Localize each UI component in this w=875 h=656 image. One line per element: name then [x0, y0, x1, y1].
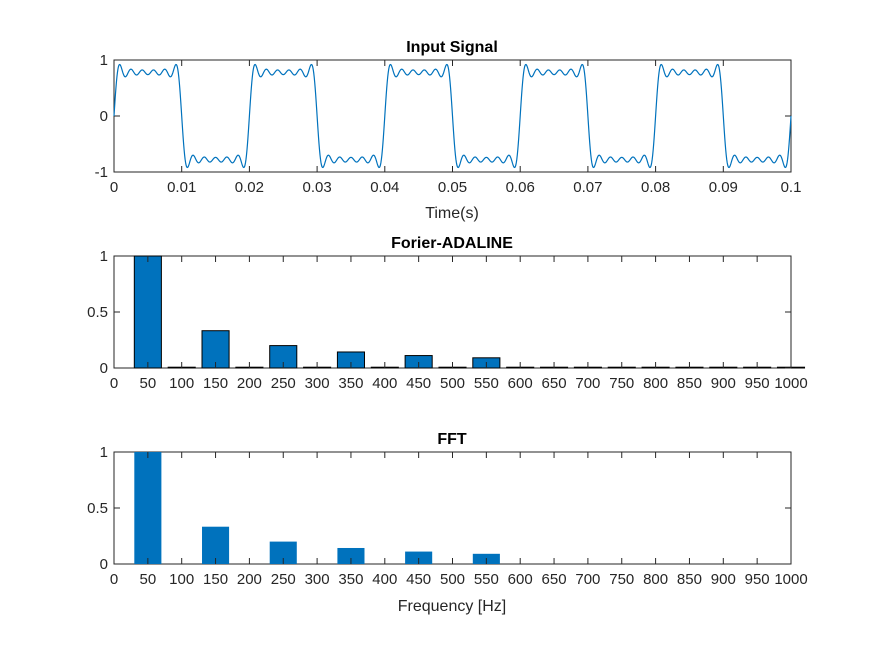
x-tick-label: 100	[169, 375, 194, 392]
x-tick-label: 650	[542, 571, 567, 588]
x-tick-label: 50	[140, 375, 157, 392]
y-tick-label: 0	[100, 556, 108, 573]
x-tick-label: 0.07	[573, 179, 602, 196]
x-tick-label: 0.02	[235, 179, 264, 196]
adaline-title: Forier-ADALINE	[391, 235, 513, 252]
x-tick-label: 600	[508, 571, 533, 588]
x-tick-label: 400	[372, 571, 397, 588]
y-tick-label: 1	[100, 248, 108, 265]
x-tick-label: 950	[745, 571, 770, 588]
y-tick-label: 0	[100, 108, 108, 125]
x-tick-label: 500	[440, 571, 465, 588]
fft-title: FFT	[437, 431, 467, 448]
x-tick-label: 450	[406, 571, 431, 588]
x-tick-label: 0	[110, 571, 118, 588]
adaline-bar	[201, 330, 230, 369]
x-tick-label: 550	[474, 375, 499, 392]
x-tick-label: 950	[745, 375, 770, 392]
adaline-bar	[133, 255, 162, 369]
fft-bar	[269, 541, 297, 564]
x-tick-label: 300	[305, 571, 330, 588]
x-tick-label: 600	[508, 375, 533, 392]
fft-axes: FFT Frequency [Hz] 0 50 100 150 200 250 300 350…	[87, 431, 808, 615]
x-tick-label: 400	[372, 375, 397, 392]
x-tick-label: 300	[305, 375, 330, 392]
x-tick-label: 50	[140, 571, 157, 588]
fft-bar	[337, 547, 365, 564]
x-tick-label: 200	[237, 571, 262, 588]
x-tick-label: 0.01	[167, 179, 196, 196]
y-tick-label: 1	[100, 52, 108, 69]
adaline-axes: Forier-ADALINE 0 50 100 150 200 250 300 350 400 4…	[87, 235, 808, 392]
x-tick-label: 0.04	[370, 179, 399, 196]
x-tick-label: 200	[237, 375, 262, 392]
x-tick-label: 850	[677, 571, 702, 588]
x-tick-label: 700	[575, 375, 600, 392]
x-tick-label: 750	[609, 375, 634, 392]
x-tick-label: 0.08	[641, 179, 670, 196]
x-tick-label: 150	[203, 571, 228, 588]
fft-bar	[405, 551, 433, 564]
y-tick-label: 1	[100, 444, 108, 461]
x-tick-label: 900	[711, 571, 736, 588]
x-tick-label: 0.09	[709, 179, 738, 196]
x-tick-label: 850	[677, 375, 702, 392]
x-tick-label: 0.03	[302, 179, 331, 196]
x-tick-label: 1000	[774, 375, 807, 392]
x-tick-label: 800	[643, 571, 668, 588]
fft-bar	[134, 452, 162, 564]
x-tick-label: 700	[575, 571, 600, 588]
y-tick-label: 0	[100, 360, 108, 377]
input-signal-line	[113, 63, 792, 169]
x-tick-label: 0	[110, 179, 118, 196]
x-tick-label: 250	[271, 571, 296, 588]
x-tick-label: 650	[542, 375, 567, 392]
x-tick-label: 500	[440, 375, 465, 392]
x-tick-label: 150	[203, 375, 228, 392]
input-signal-title: Input Signal	[406, 39, 498, 56]
x-tick-label: 900	[711, 375, 736, 392]
fft-xlabel: Frequency [Hz]	[398, 598, 506, 615]
x-tick-label: 0.05	[438, 179, 467, 196]
x-tick-label: 450	[406, 375, 431, 392]
y-tick-label: 0.5	[87, 304, 108, 321]
x-tick-label: 750	[609, 571, 634, 588]
x-tick-label: 0.1	[781, 179, 802, 196]
x-tick-label: 0.06	[506, 179, 535, 196]
x-tick-label: 350	[338, 571, 363, 588]
x-tick-label: 550	[474, 571, 499, 588]
x-tick-label: 800	[643, 375, 668, 392]
x-tick-label: 1000	[774, 571, 807, 588]
x-tick-label: 0	[110, 375, 118, 392]
x-tick-label: 250	[271, 375, 296, 392]
y-tick-label: -1	[95, 164, 108, 181]
input-signal-xlabel: Time(s)	[425, 205, 479, 222]
fft-bar	[202, 526, 230, 564]
y-tick-label: 0.5	[87, 500, 108, 517]
input-signal-axes: Input Signal Time(s) 0 0.01 0.02 0.03 0.04 0.…	[95, 39, 802, 222]
x-tick-label: 350	[338, 375, 363, 392]
x-tick-label: 100	[169, 571, 194, 588]
